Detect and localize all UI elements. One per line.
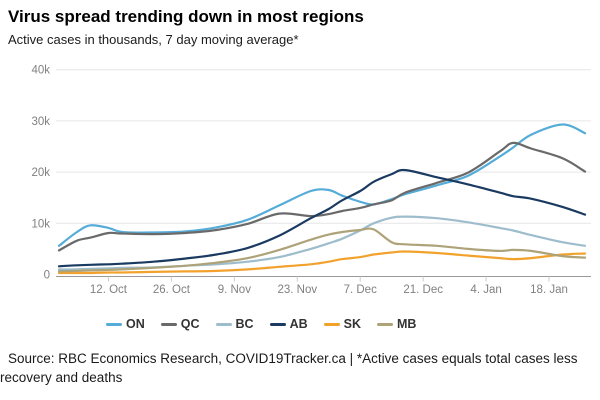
legend-dash-icon bbox=[160, 322, 177, 326]
legend-dash-icon bbox=[215, 322, 232, 326]
legend-dash-icon bbox=[323, 322, 340, 326]
x-axis-label: 4. Jan bbox=[470, 284, 501, 296]
x-axis-label: 21. Dec bbox=[403, 284, 443, 296]
y-axis-label: 10k bbox=[31, 218, 50, 230]
y-axis-label: 30k bbox=[31, 116, 50, 128]
legend-label: ON bbox=[126, 317, 145, 331]
series-line-BC[interactable] bbox=[57, 215, 587, 271]
x-axis-label: 12. Oct bbox=[90, 284, 128, 296]
legend-item-BC[interactable]: BC bbox=[215, 317, 254, 331]
series-line-QC[interactable] bbox=[57, 141, 587, 252]
legend-item-SK[interactable]: SK bbox=[323, 317, 361, 331]
x-axis-label: 7. Dec bbox=[344, 284, 377, 296]
series-line-AB[interactable] bbox=[57, 168, 587, 268]
series-line-SK[interactable] bbox=[57, 250, 587, 275]
legend-dash-icon bbox=[377, 322, 393, 326]
legend-label: BC bbox=[235, 317, 254, 331]
legend-label: QC bbox=[180, 317, 200, 331]
legend-item-ON[interactable]: ON bbox=[106, 317, 145, 331]
legend-dash-icon bbox=[106, 322, 122, 326]
x-axis-label: 9. Nov bbox=[218, 284, 251, 296]
y-axis-label: 0 bbox=[44, 270, 50, 282]
x-axis-label: 23. Nov bbox=[277, 284, 317, 296]
series-line-ON[interactable] bbox=[57, 123, 587, 247]
chart-subtitle: Active cases in thousands, 7 day moving … bbox=[8, 32, 299, 47]
chart-legend: ON QC BC AB SK MB bbox=[106, 317, 416, 331]
legend-label: SK bbox=[343, 317, 361, 331]
y-axis-label: 20k bbox=[31, 167, 50, 179]
legend-dash-icon bbox=[269, 322, 286, 326]
chart-title: Virus spread trending down in most regio… bbox=[8, 7, 364, 26]
source-note: Source: RBC Economics Research, COVID19T… bbox=[0, 351, 578, 385]
legend-item-QC[interactable]: QC bbox=[160, 317, 200, 331]
x-axis-label: 26. Oct bbox=[153, 284, 191, 296]
legend-item-MB[interactable]: MB bbox=[377, 317, 416, 331]
series-line-MB[interactable] bbox=[57, 227, 587, 273]
legend-item-AB[interactable]: AB bbox=[269, 317, 308, 331]
x-axis-label: 18. Jan bbox=[530, 284, 568, 296]
y-axis-label: 40k bbox=[31, 65, 50, 77]
legend-label: AB bbox=[289, 317, 308, 331]
legend-label: MB bbox=[397, 317, 417, 331]
